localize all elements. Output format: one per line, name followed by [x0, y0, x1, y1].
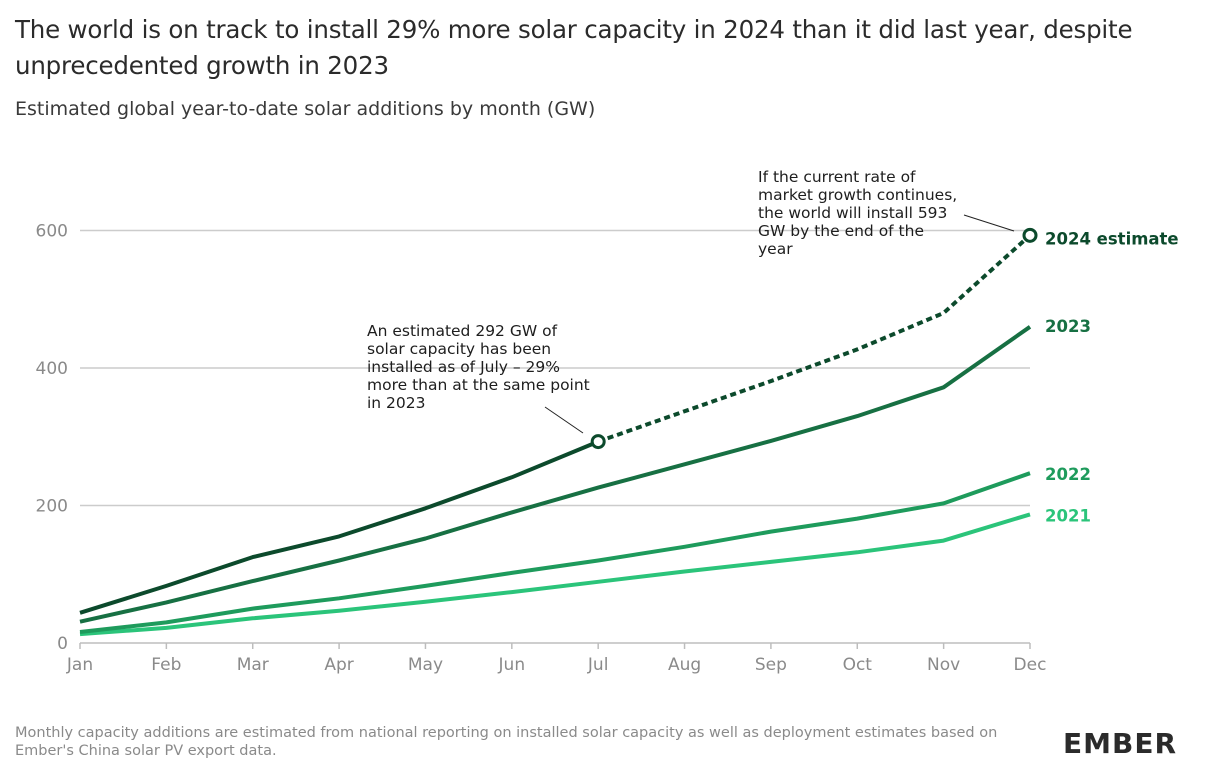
chart-subtitle: Estimated global year-to-date solar addi…	[15, 98, 596, 120]
annotation-estimate-leader	[963, 214, 1015, 232]
y-tick-label: 200	[36, 497, 68, 517]
footnote: Monthly capacity additions are estimated…	[15, 725, 998, 759]
series-line-2024	[79, 439, 599, 615]
chart-title: The world is on track to install 29% mor…	[15, 15, 1133, 80]
x-tick-label: Dec	[1014, 655, 1047, 675]
x-tick-label: Feb	[151, 655, 181, 675]
annotation-july: An estimated 292 GW of solar capacity ha…	[367, 322, 590, 412]
series-line-2021	[79, 512, 1031, 637]
annotation-july-leader	[544, 406, 584, 434]
series-label-2021: 2021	[1045, 506, 1091, 525]
x-tick-label: Jul	[587, 655, 609, 675]
x-tick-label: Jun	[498, 655, 526, 675]
x-tick-label: Apr	[324, 655, 353, 675]
x-tick-label: Mar	[237, 655, 269, 675]
series-line-2023	[79, 325, 1032, 624]
point-2024-dec-estimate	[1022, 227, 1038, 243]
y-tick-label: 600	[36, 222, 68, 242]
series-label-2022: 2022	[1045, 465, 1091, 484]
x-tick-label: May	[408, 655, 443, 675]
x-tick-label: Nov	[927, 655, 960, 675]
series-label-2023: 2023	[1045, 317, 1091, 336]
point-2024-jul	[590, 434, 606, 450]
x-tick-label: Oct	[843, 655, 873, 675]
series-label-2024-estimate: 2024 estimate	[1045, 229, 1179, 248]
x-tick-label: Jan	[66, 655, 93, 675]
x-tick-label: Sep	[755, 655, 787, 675]
ember-logo: EMBER	[1063, 727, 1178, 760]
x-tick-label: Aug	[668, 655, 701, 675]
series-line-2024-estimate	[597, 233, 1032, 444]
y-tick-label: 0	[57, 634, 68, 654]
y-tick-label: 400	[36, 359, 68, 379]
annotation-estimate: If the current rate of market growth con…	[758, 168, 958, 258]
series-line-2022	[79, 471, 1031, 634]
